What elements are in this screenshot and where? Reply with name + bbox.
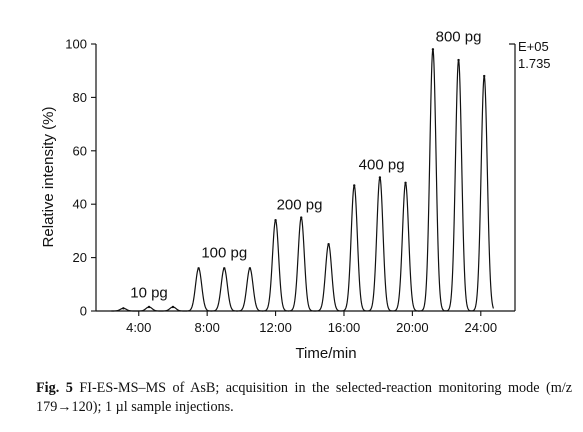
y-tick-label: 80	[73, 90, 87, 105]
y-tick-label: 20	[73, 250, 87, 265]
y-tick-label: 100	[65, 37, 87, 52]
x-tick-label: 20:00	[396, 320, 429, 335]
peak-point-4	[197, 267, 200, 270]
trace-group	[111, 48, 495, 312]
peak-point-2	[147, 305, 151, 309]
peak-point-8	[300, 216, 303, 219]
peak-annotation: 100 pg	[201, 245, 247, 262]
peak-point-5	[223, 267, 226, 270]
peak-point-3	[171, 305, 175, 309]
x-tick-label: 8:00	[195, 320, 220, 335]
peak-annotation: 800 pg	[436, 28, 482, 45]
peak-point-12	[404, 181, 407, 185]
y-tick-label: 60	[73, 143, 87, 158]
figure-caption-text: FI-ES-MS–MS of AsB; acquisition in the s…	[36, 380, 573, 415]
peak-annotation: 400 pg	[359, 156, 405, 173]
y-tick-label: 0	[80, 304, 87, 319]
chart: 0 20 40 60 80 100 4:00 8:00 12:00 16:00 20:00 24:0…	[40, 28, 551, 362]
x-tick-label: 12:00	[259, 320, 292, 335]
peak-point-13	[431, 48, 435, 51]
figure-label: Fig. 5	[36, 380, 73, 396]
peak-point-15	[483, 74, 486, 78]
y-axis-title: Relative intensity (%)	[40, 107, 57, 248]
x-ticks: 4:00 8:00 12:00 16:00 20:00 24:00	[126, 311, 497, 335]
y-tick-label: 40	[73, 197, 87, 212]
peak-point-11	[378, 176, 382, 179]
scale-value: 1.735	[518, 56, 551, 71]
peak-point-10	[353, 184, 356, 187]
y-ticks: 0 20 40 60 80 100	[65, 37, 96, 319]
peak-point-6	[248, 267, 252, 270]
chromatogram-trace	[111, 48, 495, 312]
x-tick-label: 24:00	[465, 320, 498, 335]
annotations: 10 pg 100 pg 200 pg 400 pg 800 pg	[130, 28, 481, 301]
peak-point-14	[457, 58, 460, 62]
x-tick-label: 4:00	[126, 320, 151, 335]
peak-point-1	[122, 307, 125, 310]
peak-point-7	[274, 219, 277, 222]
x-axis-title: Time/min	[295, 345, 356, 362]
figure-caption: Fig. 5 FI-ES-MS–MS of AsB; acquisition i…	[36, 379, 572, 417]
peak-annotation: 10 pg	[130, 285, 168, 302]
peak-point-9	[327, 243, 330, 246]
peak-annotation: 200 pg	[277, 197, 323, 214]
x-tick-label: 16:00	[328, 320, 361, 335]
scale-exponent: E+05	[518, 39, 549, 54]
